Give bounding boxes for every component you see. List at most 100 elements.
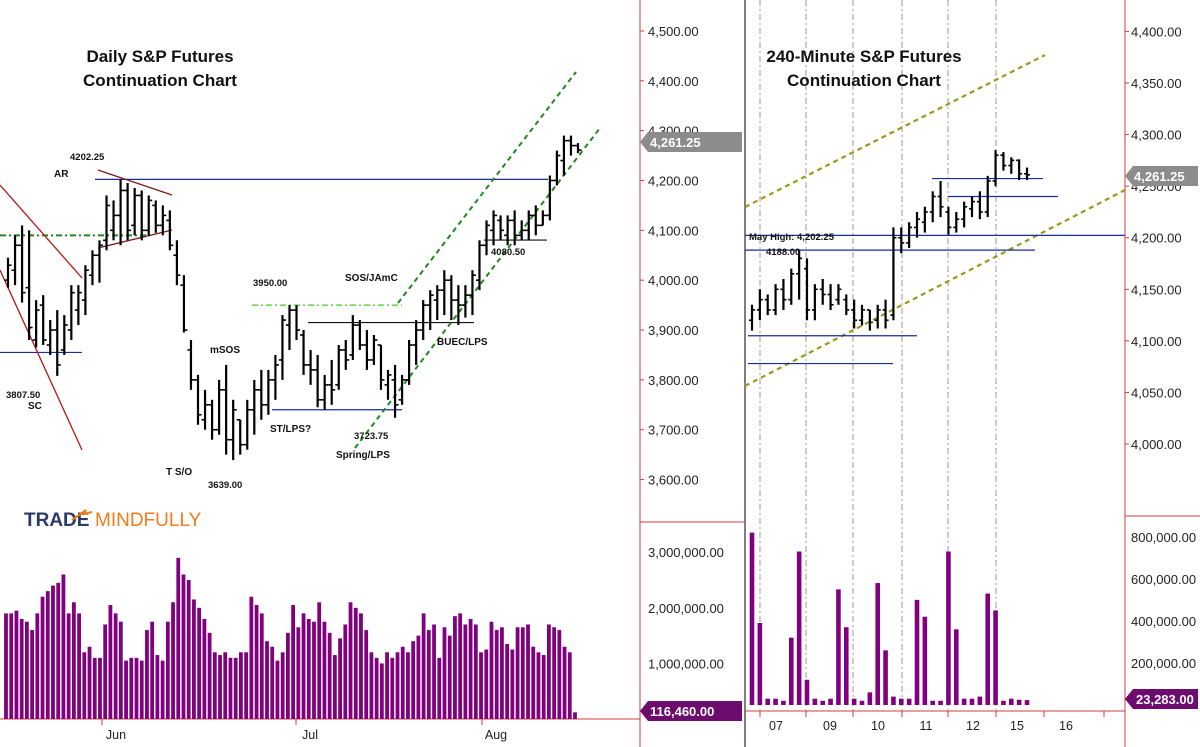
daily-volume-bar bbox=[265, 641, 269, 719]
daily-volume-bar bbox=[473, 624, 478, 719]
daily-volume-bar bbox=[421, 613, 426, 719]
intraday-chart-subtitle: Continuation Chart bbox=[787, 71, 941, 90]
intraday-last-price-badge-bg bbox=[1125, 166, 1198, 186]
intraday-channel-upper bbox=[744, 54, 1046, 208]
daily-volume-bar bbox=[374, 657, 379, 719]
daily-volume-bar bbox=[369, 652, 374, 719]
logo-sub-text: MINDFULLY bbox=[95, 510, 202, 531]
downtrend-line-upper bbox=[0, 184, 83, 279]
daily-volume-bar bbox=[562, 646, 567, 719]
daily-volume-bar bbox=[479, 652, 483, 719]
daily-last-volume-badge-bg bbox=[640, 701, 742, 721]
daily-volume-bar bbox=[296, 627, 301, 719]
daily-volume-bar bbox=[536, 652, 541, 719]
daily-volume-bar bbox=[19, 618, 24, 719]
intraday-channel-lower bbox=[744, 189, 1126, 387]
daily-last-price-badge-bg bbox=[640, 132, 742, 152]
intraday-volume-tick-label: 600,000.00 bbox=[1131, 572, 1196, 587]
daily-volume-bar bbox=[343, 624, 348, 719]
annotation-ar-high: 4202.25 bbox=[70, 152, 105, 163]
daily-price-tick-label: 4,200.00 bbox=[648, 173, 699, 188]
daily-price-tick-label: 4,400.00 bbox=[648, 74, 699, 89]
daily-volume-bar bbox=[66, 613, 71, 719]
intraday-last-price-label: 4,261.25 bbox=[1134, 169, 1185, 184]
intraday-last-volume-badge-bg bbox=[1125, 689, 1198, 709]
intraday-volume-bar bbox=[1024, 700, 1030, 705]
intraday-volume-bar bbox=[922, 616, 928, 705]
uptrend-channel-lower bbox=[354, 127, 601, 449]
intraday-volume-bar bbox=[938, 700, 943, 705]
annotation-4188: 4188.00 bbox=[766, 247, 800, 258]
intraday-price-tick-label: 4,150.00 bbox=[1131, 282, 1182, 297]
intraday-chart-title: 240-Minute S&P Futures bbox=[766, 47, 961, 66]
daily-volume-bar bbox=[30, 630, 35, 719]
intraday-volume-bar bbox=[898, 698, 904, 705]
daily-volume-bar bbox=[353, 607, 358, 719]
daily-volume-bar bbox=[541, 655, 546, 719]
daily-price-tick-label: 3,600.00 bbox=[648, 473, 699, 488]
intraday-volume-bar bbox=[985, 593, 991, 705]
intraday-volume-bar bbox=[1008, 698, 1014, 705]
daily-volume-bar bbox=[56, 582, 61, 719]
intraday-volume-bar bbox=[883, 650, 888, 705]
intraday-volume-bar bbox=[843, 627, 849, 705]
daily-price-bars bbox=[4, 135, 582, 461]
intraday-time-tick-label: 11 bbox=[920, 719, 933, 733]
intraday-volume-tick-label: 200,000.00 bbox=[1131, 656, 1196, 671]
daily-volume-bar bbox=[291, 605, 296, 719]
intraday-price-tick-label: 4,300.00 bbox=[1131, 128, 1182, 143]
intraday-last-price-badge: 4,261.25 bbox=[1125, 166, 1198, 186]
intraday-last-volume-badge: 23,283.00 bbox=[1125, 689, 1198, 709]
daily-volume-bar bbox=[40, 596, 45, 719]
daily-volume-bar bbox=[181, 574, 186, 719]
daily-volume-bar bbox=[327, 632, 332, 719]
intraday-time-tick-label: 12 bbox=[966, 719, 980, 733]
intraday-volume-bar bbox=[969, 698, 975, 705]
intraday-time-tick-label: 07 bbox=[769, 719, 783, 733]
daily-volume-bar bbox=[552, 627, 557, 719]
intraday-price-tick-label: 4,200.00 bbox=[1131, 231, 1182, 246]
daily-volume-bar bbox=[463, 624, 468, 719]
daily-volume-bar bbox=[364, 630, 369, 719]
intraday-price-tick-label: 4,400.00 bbox=[1131, 24, 1182, 39]
daily-volume-bar bbox=[71, 602, 76, 719]
daily-volume-bar bbox=[77, 613, 81, 719]
daily-volume-bar bbox=[197, 607, 202, 719]
intraday-price-tick-label: 4,050.00 bbox=[1131, 385, 1182, 400]
daily-volume-bar bbox=[453, 616, 457, 719]
daily-volume-bar bbox=[51, 585, 55, 719]
daily-volume-bar bbox=[447, 635, 452, 719]
daily-volume-bar bbox=[332, 655, 337, 719]
daily-volume-bar bbox=[432, 624, 436, 719]
intraday-volume-bar bbox=[859, 700, 865, 705]
daily-volume-bar bbox=[270, 646, 275, 719]
daily-volume-bar bbox=[4, 613, 8, 719]
daily-volume-bar bbox=[160, 660, 165, 719]
intraday-volume-bar bbox=[757, 623, 763, 705]
daily-last-volume-badge: 116,460.00 bbox=[640, 701, 742, 721]
downtrend-line-lower bbox=[0, 269, 83, 451]
intraday-volume-bar bbox=[891, 696, 896, 705]
wedge-lower-line bbox=[97, 229, 173, 249]
daily-volume-bar bbox=[515, 627, 520, 719]
intraday-volume-bar bbox=[820, 700, 826, 705]
intraday-volume-bars bbox=[749, 532, 1030, 705]
daily-volume-bar bbox=[118, 621, 123, 719]
intraday-volume-tick-label: 400,000.00 bbox=[1131, 614, 1196, 629]
trade-mindfully-logo: TRADE MINDFULLY bbox=[24, 509, 202, 531]
annotation-spring-lps: Spring/LPS bbox=[336, 450, 390, 461]
daily-volume-bar bbox=[395, 652, 400, 719]
daily-volume-bar bbox=[301, 613, 306, 719]
intraday-volume-bar bbox=[812, 698, 818, 705]
intraday-time-tick-label: 10 bbox=[871, 719, 885, 733]
daily-volume-bar bbox=[406, 652, 410, 719]
daily-volume-bar bbox=[359, 613, 363, 719]
daily-volume-bar bbox=[437, 657, 442, 719]
daily-volume-bar bbox=[45, 591, 50, 719]
daily-volume-bar bbox=[176, 557, 181, 719]
daily-volume-bar bbox=[442, 627, 447, 719]
daily-volume-bar bbox=[87, 646, 92, 719]
daily-volume-bar bbox=[306, 618, 311, 719]
daily-volume-bar bbox=[103, 624, 108, 719]
